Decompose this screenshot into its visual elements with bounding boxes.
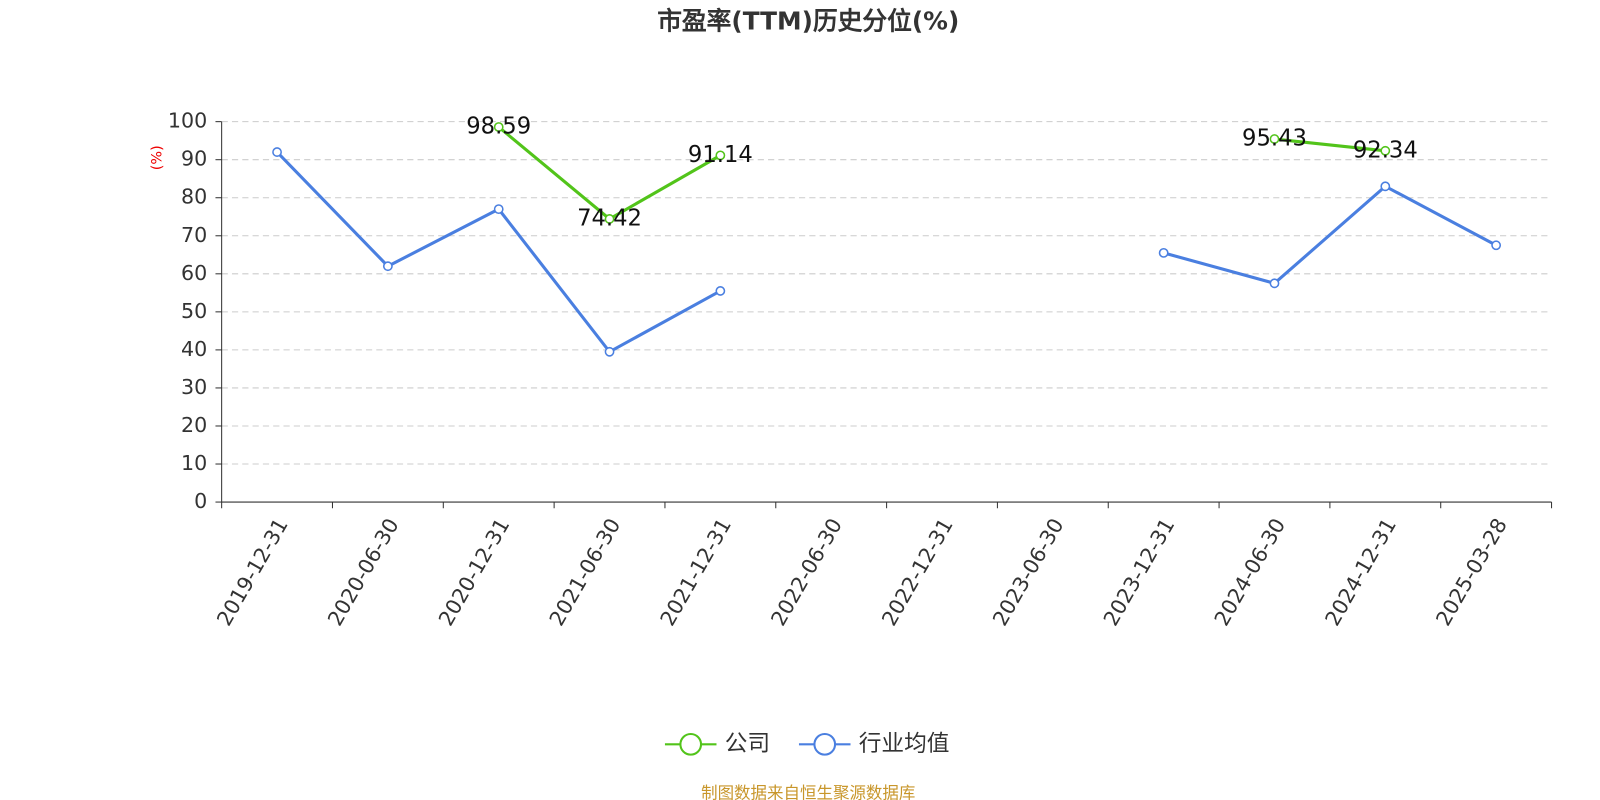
y-tick-label: 100: [168, 109, 207, 133]
y-tick-label: 70: [181, 223, 207, 247]
data-label: 92.34: [1353, 137, 1418, 163]
data-label: 95.43: [1242, 126, 1307, 152]
y-tick-label: 60: [181, 261, 207, 285]
y-tick-label: 90: [181, 147, 207, 171]
x-tick-label: 2024-12-31: [1320, 514, 1401, 630]
y-tick-label: 30: [181, 375, 207, 399]
data-point: [1158, 247, 1169, 258]
data-point: [1380, 181, 1391, 192]
legend-marker: [679, 732, 703, 756]
legend-label: 行业均值: [859, 731, 950, 757]
y-tick-label: 0: [194, 489, 207, 513]
data-point: [604, 214, 615, 224]
x-tick-label: 2020-12-31: [434, 514, 515, 630]
series-line: [1274, 137, 1386, 153]
x-tick-label: 2023-06-30: [988, 514, 1069, 630]
data-point: [493, 122, 504, 132]
x-tick-label: 2020-06-30: [323, 514, 404, 630]
x-tick-label: 2023-12-31: [1099, 514, 1180, 630]
y-tick-label: 50: [181, 299, 207, 323]
x-tick-label: 2025-03-28: [1431, 514, 1512, 630]
data-label: 74.42: [577, 205, 642, 231]
chart-title: 市盈率(TTM)历史分位(%): [657, 7, 959, 36]
y-tick-label: 40: [181, 337, 207, 361]
series-line: [275, 151, 722, 354]
legend-marker: [813, 732, 837, 756]
x-tick-label: 2021-12-31: [655, 514, 736, 630]
series-line: [1163, 184, 1497, 286]
data-point: [1491, 240, 1502, 251]
data-point: [272, 147, 282, 157]
x-tick-label: 2021-06-30: [545, 514, 626, 630]
data-label: 98.59: [466, 114, 531, 140]
data-point: [1269, 278, 1280, 289]
x-tick-label: 2022-06-30: [766, 514, 847, 630]
x-tick-label: 2022-12-31: [877, 514, 958, 630]
data-point: [604, 346, 615, 357]
y-tick-label: 10: [181, 451, 207, 475]
data-point: [493, 204, 504, 215]
data-point: [715, 150, 726, 161]
data-point: [382, 261, 393, 272]
x-tick-label: 2024-06-30: [1210, 514, 1291, 630]
y-tick-label: 80: [181, 185, 207, 209]
data-point: [715, 286, 726, 296]
data-label: 91.14: [688, 142, 753, 168]
y-axis-label: (%): [150, 145, 166, 170]
legend-label: 公司: [725, 731, 770, 757]
data-point: [1380, 145, 1391, 156]
x-tick-label: 2019-12-31: [212, 514, 293, 630]
source-note: 制图数据来自恒生聚源数据库: [701, 783, 915, 800]
data-point: [1269, 134, 1280, 144]
y-tick-label: 20: [181, 413, 207, 437]
